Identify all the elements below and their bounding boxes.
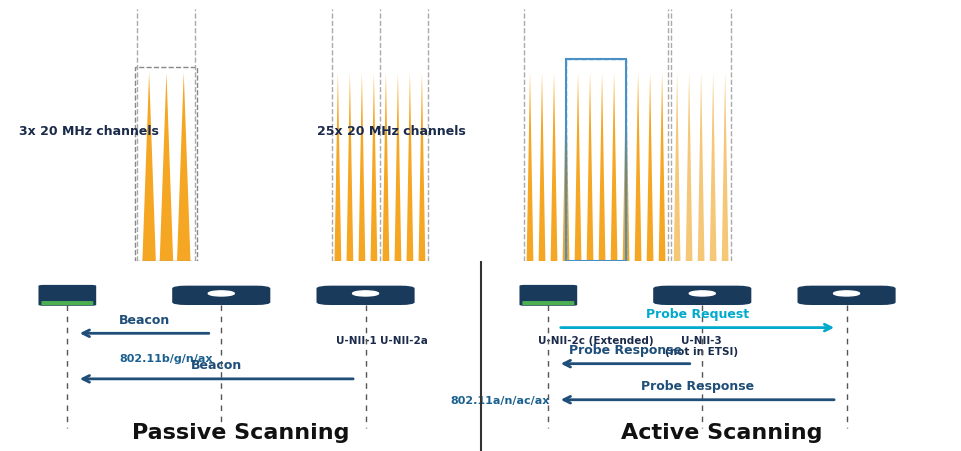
- FancyBboxPatch shape: [41, 301, 93, 305]
- Polygon shape: [346, 73, 353, 262]
- Circle shape: [832, 291, 859, 296]
- Polygon shape: [407, 73, 413, 262]
- Polygon shape: [697, 73, 703, 262]
- Polygon shape: [634, 73, 641, 262]
- Polygon shape: [673, 73, 679, 262]
- Circle shape: [688, 291, 714, 296]
- Polygon shape: [709, 73, 716, 262]
- Polygon shape: [394, 73, 401, 262]
- Text: Probe Response: Probe Response: [568, 343, 681, 356]
- Text: 802.11b/g/n/ax: 802.11b/g/n/ax: [119, 353, 212, 363]
- Polygon shape: [538, 73, 545, 262]
- FancyBboxPatch shape: [172, 286, 270, 305]
- Text: Active Scanning: Active Scanning: [620, 422, 822, 442]
- Text: Passive Scanning: Passive Scanning: [132, 422, 349, 442]
- Text: U-NII-1: U-NII-1: [335, 335, 376, 345]
- Polygon shape: [658, 73, 665, 262]
- Text: U-NII-2a: U-NII-2a: [380, 335, 428, 345]
- Polygon shape: [526, 73, 532, 262]
- Text: Beacon: Beacon: [118, 313, 170, 326]
- Text: Probe Response: Probe Response: [640, 379, 753, 392]
- Polygon shape: [610, 73, 617, 262]
- Polygon shape: [177, 73, 190, 262]
- Text: Probe Request: Probe Request: [645, 307, 749, 320]
- Polygon shape: [622, 73, 628, 262]
- Polygon shape: [685, 73, 692, 262]
- Polygon shape: [646, 73, 653, 262]
- Polygon shape: [142, 73, 156, 262]
- FancyBboxPatch shape: [522, 301, 574, 305]
- Polygon shape: [598, 73, 604, 262]
- Polygon shape: [721, 73, 727, 262]
- Polygon shape: [418, 73, 425, 262]
- Polygon shape: [370, 73, 377, 262]
- FancyBboxPatch shape: [38, 285, 96, 306]
- FancyBboxPatch shape: [519, 285, 577, 306]
- Text: 25x 20 MHz channels: 25x 20 MHz channels: [317, 124, 466, 137]
- Polygon shape: [358, 73, 365, 262]
- Polygon shape: [550, 73, 556, 262]
- Circle shape: [352, 291, 379, 296]
- Polygon shape: [334, 73, 341, 262]
- Polygon shape: [586, 73, 593, 262]
- Polygon shape: [382, 73, 389, 262]
- Circle shape: [208, 291, 234, 296]
- Polygon shape: [562, 73, 569, 262]
- Text: U-NII-2c (Extended): U-NII-2c (Extended): [537, 335, 653, 345]
- FancyBboxPatch shape: [316, 286, 414, 305]
- Text: 3x 20 MHz channels: 3x 20 MHz channels: [19, 124, 159, 137]
- FancyBboxPatch shape: [653, 286, 751, 305]
- Text: 802.11a/n/ac/ax: 802.11a/n/ac/ax: [450, 395, 549, 405]
- Bar: [565, 60, 626, 262]
- Text: Beacon: Beacon: [190, 359, 242, 372]
- FancyBboxPatch shape: [797, 286, 895, 305]
- Text: U-NII-3
(not in ETSI): U-NII-3 (not in ETSI): [664, 335, 737, 356]
- Polygon shape: [574, 73, 580, 262]
- Bar: [565, 60, 626, 262]
- Polygon shape: [160, 73, 173, 262]
